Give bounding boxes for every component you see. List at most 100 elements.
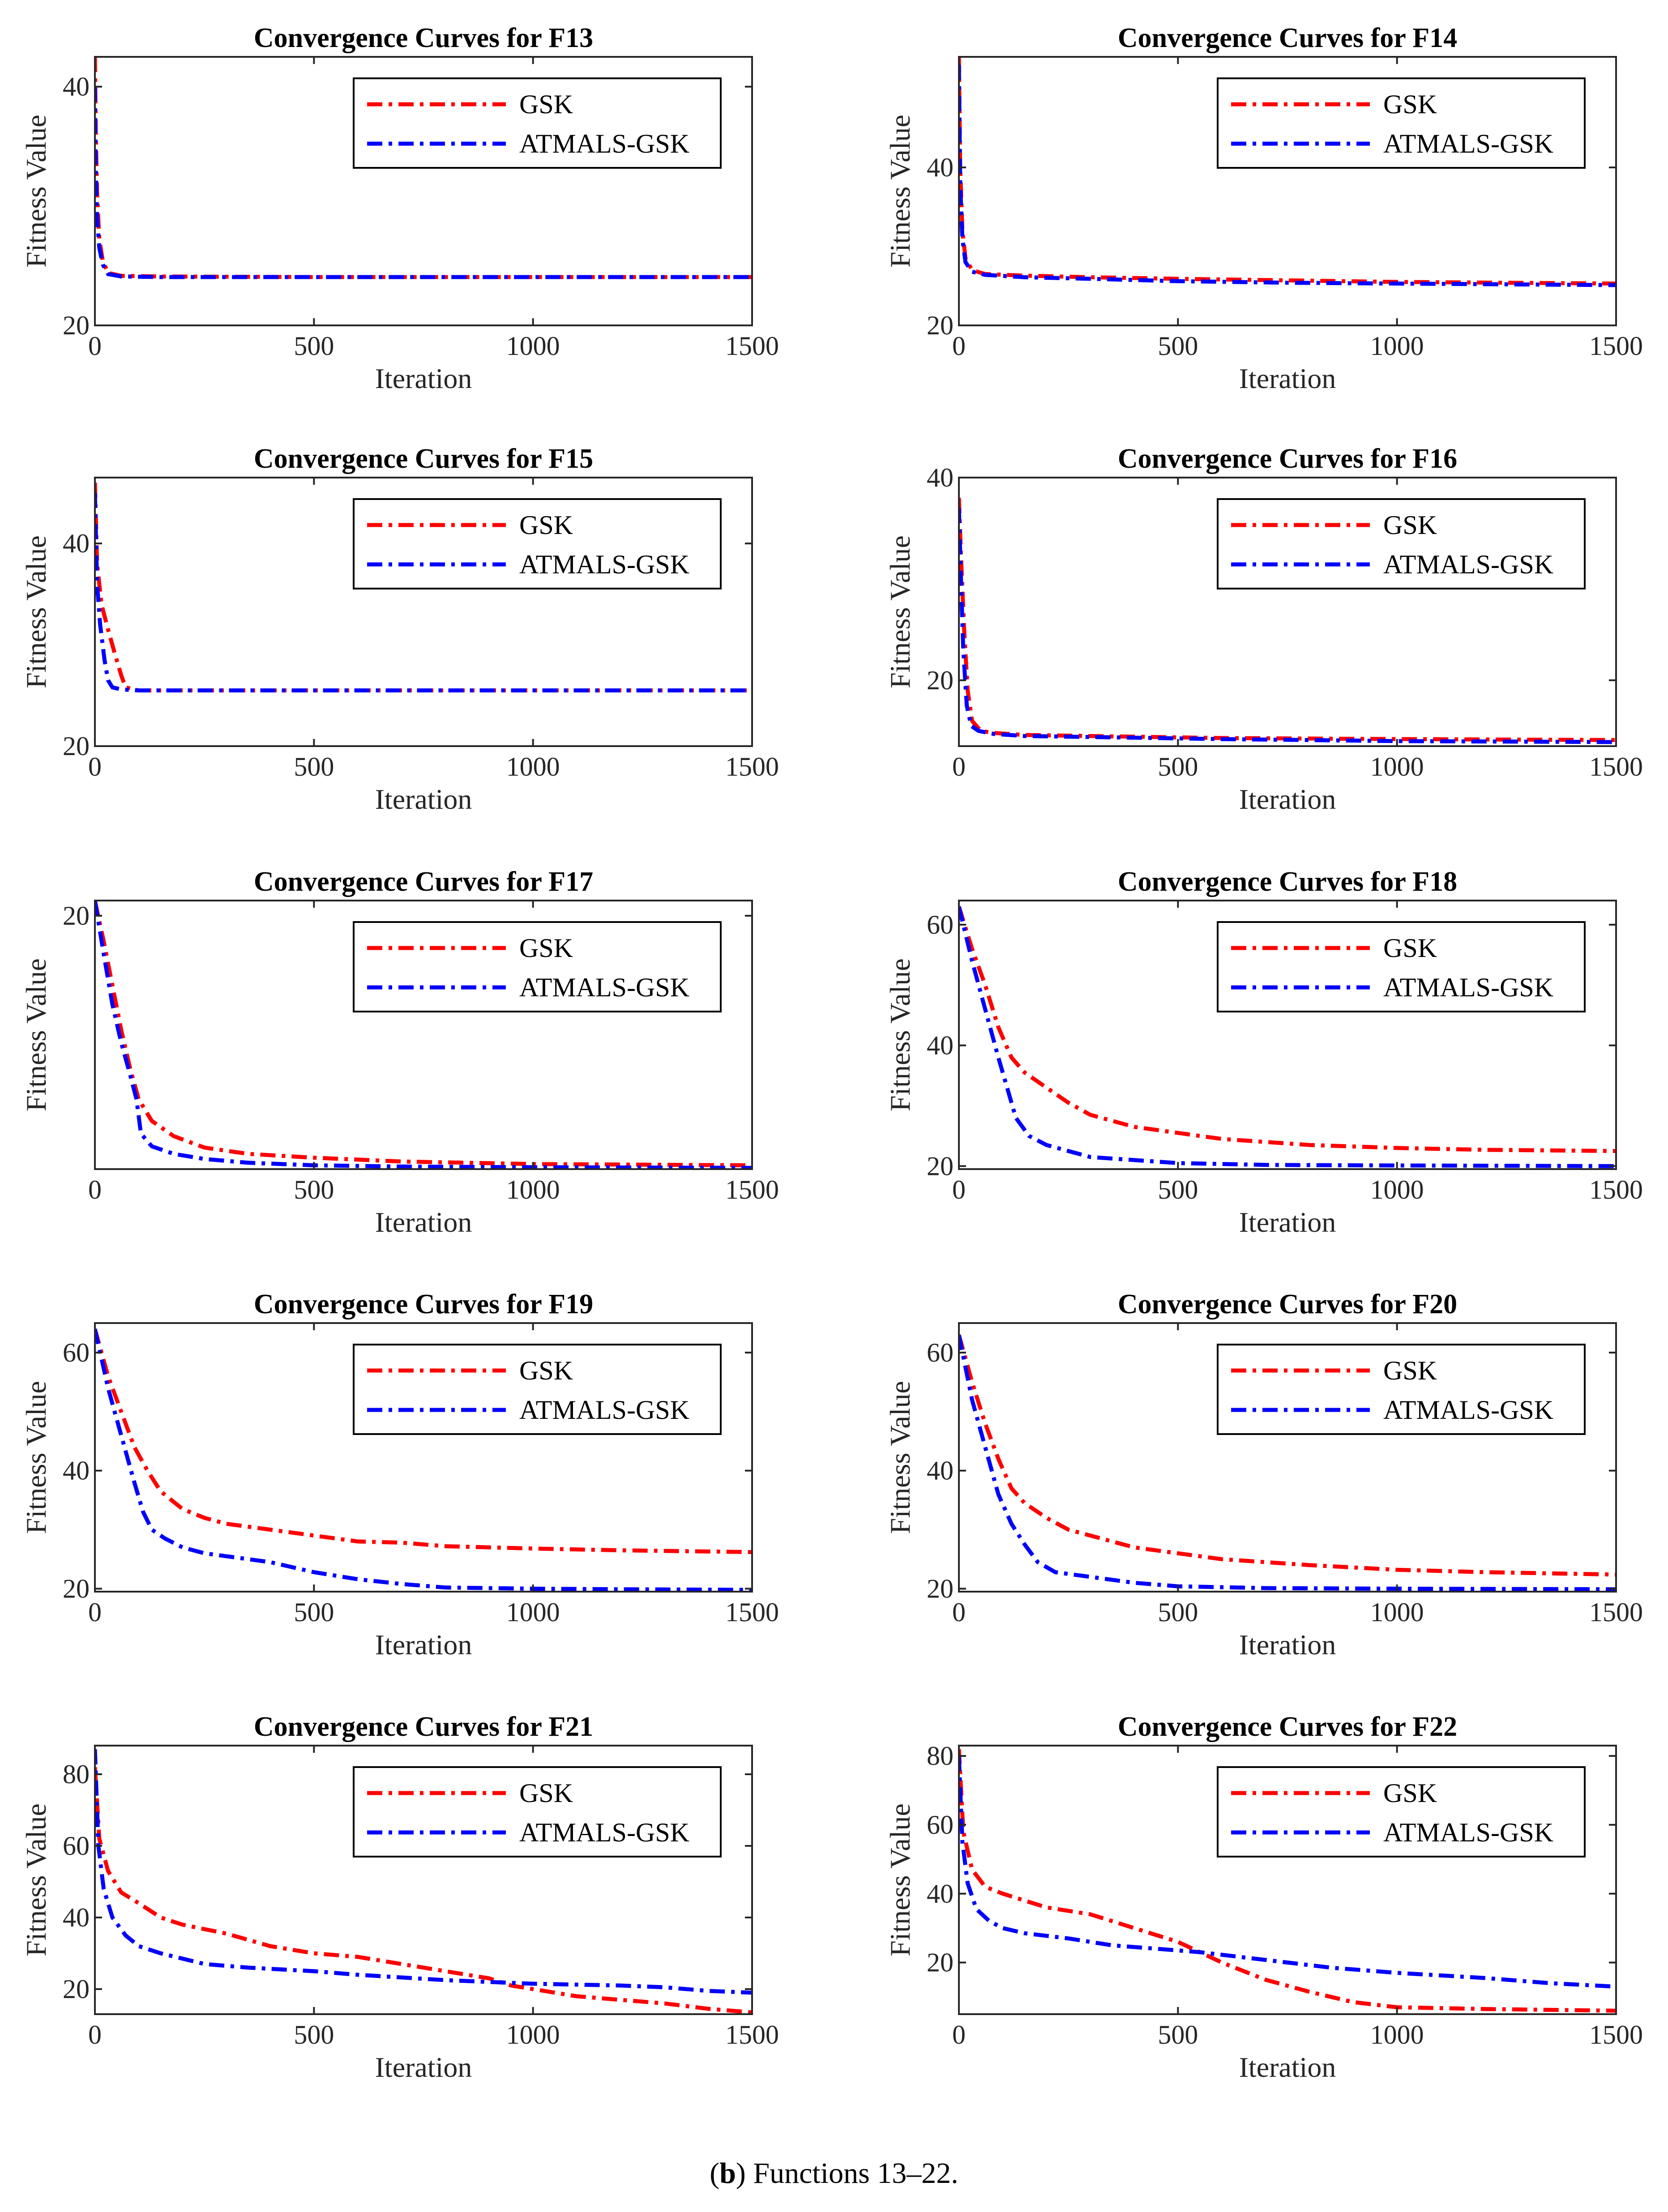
legend-entry: GSK	[519, 1778, 573, 1808]
plot-frame	[958, 900, 1617, 1170]
x-tick-label: 500	[1158, 1597, 1198, 1627]
series-line-gsk	[959, 1749, 1616, 2013]
series-group	[959, 1334, 1616, 1592]
x-tick-label: 500	[294, 2020, 334, 2050]
x-tick-label: 500	[1158, 331, 1198, 361]
legend-entry: GSK	[1383, 510, 1437, 540]
y-tick-label: 40	[927, 463, 954, 492]
series-line-atmals-gsk	[959, 1334, 1616, 1592]
legend-entry: GSK	[519, 933, 573, 963]
x-tick-label: 1500	[725, 1175, 779, 1204]
chart-title: Convergence Curves for F16	[1118, 444, 1457, 474]
plot-frame	[94, 1745, 753, 2015]
y-axis-label: Fitness Value	[20, 115, 52, 268]
figure-caption: (b) Functions 13–22.	[710, 2157, 958, 2190]
legend: GSK ATMALS-GSK	[353, 498, 722, 589]
legend-box	[1217, 1344, 1586, 1435]
series-line-gsk	[95, 901, 752, 1167]
legend: GSK ATMALS-GSK	[1217, 1766, 1586, 1858]
x-axis-label: Iteration	[375, 1206, 472, 1238]
series-group	[95, 901, 752, 1169]
series-group	[959, 1749, 1616, 2013]
x-tick-label: 0	[952, 752, 966, 781]
x-tick-label: 1000	[1370, 331, 1424, 361]
x-tick-label: 500	[294, 1175, 334, 1204]
y-axis-label: Fitness Value	[20, 1381, 52, 1534]
chart-panel-7: Convergence Curves for F19 0 500 1000 1500 20…	[20, 1289, 779, 1661]
y-tick-label: 80	[63, 1759, 90, 1789]
y-tick-label: 40	[63, 72, 90, 102]
x-axis-label: Iteration	[375, 2051, 472, 2083]
y-axis-label: Fitness Value	[884, 1803, 916, 1956]
legend-entry: GSK	[1383, 1778, 1437, 1808]
legend-entry: ATMALS-GSK	[1383, 1395, 1553, 1425]
x-tick-label: 500	[1158, 1175, 1198, 1204]
y-tick-label: 40	[63, 529, 90, 558]
chart-title: Convergence Curves for F18	[1118, 867, 1457, 897]
legend: GSK ATMALS-GSK	[1217, 498, 1586, 589]
chart-panel-4: Convergence Curves for F16 0 500 1000 1500 20…	[884, 444, 1643, 815]
legend-entry: ATMALS-GSK	[519, 973, 689, 1002]
plot-frame	[94, 56, 753, 326]
x-tick-label: 500	[294, 752, 334, 781]
legend-entry: ATMALS-GSK	[1383, 550, 1553, 579]
x-tick-label: 0	[952, 2020, 966, 2050]
x-axis-label: Iteration	[1239, 363, 1336, 394]
legend: GSK ATMALS-GSK	[1217, 77, 1586, 169]
legend-entry: GSK	[519, 1356, 573, 1385]
chart-title: Convergence Curves for F22	[1118, 1712, 1457, 1742]
plot-frame	[94, 900, 753, 1170]
legend-entry: ATMALS-GSK	[519, 550, 689, 579]
chart-title: Convergence Curves for F15	[254, 444, 593, 474]
legend-entry: GSK	[1383, 90, 1437, 119]
y-axis-label: Fitness Value	[20, 1803, 52, 1956]
legend-entry: ATMALS-GSK	[1383, 129, 1553, 158]
caption-label: b	[719, 2157, 736, 2190]
y-axis-label: Fitness Value	[20, 958, 52, 1111]
x-axis-label: Iteration	[375, 363, 472, 394]
x-tick-label: 1000	[1370, 1597, 1424, 1627]
x-tick-label: 0	[952, 1597, 966, 1627]
y-tick-label: 60	[927, 1810, 954, 1840]
series-line-atmals-gsk	[959, 1755, 1616, 1989]
legend: GSK ATMALS-GSK	[353, 1344, 722, 1435]
chart-title: Convergence Curves for F20	[1118, 1289, 1457, 1320]
chart-panel-1: Convergence Curves for F13 0 500 1000 1500 20…	[20, 23, 779, 394]
chart-title: Convergence Curves for F13	[254, 23, 593, 53]
y-tick-label: 20	[927, 666, 954, 695]
series-line-gsk	[959, 906, 1616, 1153]
series-line-gsk	[959, 498, 1616, 742]
series-line-atmals-gsk	[959, 906, 1616, 1168]
plot-frame	[958, 1322, 1617, 1593]
y-tick-label: 40	[927, 1031, 954, 1060]
y-tick-label: 60	[927, 910, 954, 939]
series-group	[95, 1328, 752, 1592]
x-tick-label: 1000	[506, 2020, 560, 2050]
y-axis-label: Fitness Value	[20, 535, 52, 688]
y-tick-label: 20	[63, 901, 90, 931]
chart-panel-2: Convergence Curves for F14 0 500 1000 1500 20…	[884, 23, 1643, 394]
legend-box	[1217, 77, 1586, 169]
x-tick-label: 0	[952, 331, 966, 361]
y-tick-label: 20	[63, 731, 90, 761]
legend-box	[1217, 498, 1586, 589]
chart-panel-5: Convergence Curves for F17 0 500 1000 1500 20…	[20, 867, 779, 1238]
x-tick-label: 1500	[725, 331, 779, 361]
x-tick-label: 1000	[1370, 1175, 1424, 1204]
plot-frame	[958, 477, 1617, 747]
plot-frame	[94, 477, 753, 747]
y-axis-label: Fitness Value	[884, 535, 916, 688]
x-axis-label: Iteration	[1239, 1206, 1336, 1238]
y-tick-label: 40	[927, 153, 954, 182]
legend-entry: GSK	[519, 90, 573, 119]
chart-title: Convergence Curves for F14	[1118, 23, 1457, 53]
legend-entry: ATMALS-GSK	[519, 1395, 689, 1425]
series-line-atmals-gsk	[95, 1749, 752, 1995]
x-tick-label: 500	[294, 1597, 334, 1627]
x-tick-label: 1500	[1589, 331, 1643, 361]
y-tick-label: 60	[927, 1338, 954, 1367]
chart-title: Convergence Curves for F17	[254, 867, 593, 897]
legend-entry: ATMALS-GSK	[519, 1818, 689, 1847]
x-tick-label: 1000	[506, 752, 560, 781]
